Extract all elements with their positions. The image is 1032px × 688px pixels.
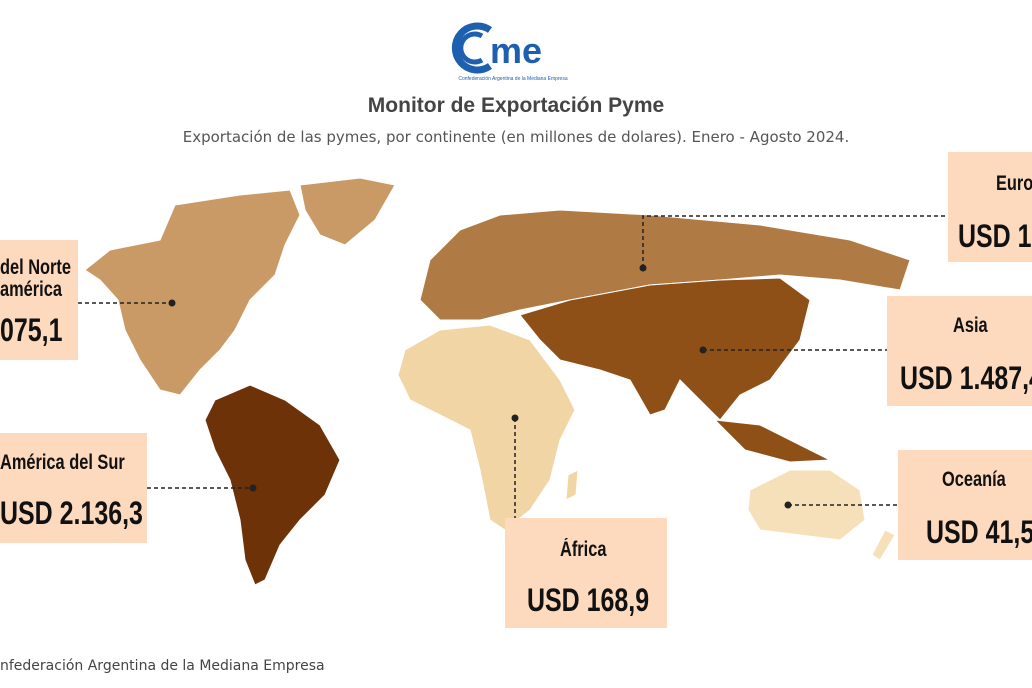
south-america-value: USD 2.136,3 [0,495,143,531]
africa-shape [397,324,576,531]
europe-label: Euro [996,172,1032,195]
north-america-shape [84,189,301,396]
page-title: Monitor de Exportación Pyme [367,94,665,117]
came-logo: me [438,18,588,88]
europe-leader-line [642,215,948,268]
oceania-label: Oceanía [942,468,1006,491]
europe-value: USD 1.4 [958,218,1032,254]
southeast-asia-shape [713,419,832,463]
south-america-label-box: América del Sur USD 2.136,3 [0,433,147,543]
asia-marker [699,346,707,354]
madagascar-shape [565,469,579,501]
new-zealand-shape [871,529,896,561]
europe-marker [639,264,647,272]
logo-subtitle: Confederación Argentina de la Mediana Em… [458,76,568,82]
north-america-label: del Norte [0,256,71,279]
svg-text:me: me [490,30,542,71]
oceania-marker [784,501,792,509]
asia-value: USD 1.487,4 [900,360,1032,396]
south-america-marker [249,484,257,492]
africa-label: África [560,538,607,561]
africa-marker [511,414,519,422]
footer-source: nfederación Argentina de la Mediana Empr… [0,658,325,674]
north-america-value: 075,1 [0,312,63,348]
africa-value: USD 168,9 [527,582,650,618]
asia-shape [519,277,811,421]
europe-label-box: Euro USD 1.4 [948,152,1032,262]
europe-shape [419,209,911,321]
oceania-value: USD 41,5 [926,514,1032,550]
north-america-label-box: del Norte américa 075,1 [0,240,78,360]
south-america-label: América del Sur [0,451,125,474]
asia-label-box: Asia USD 1.487,4 [887,296,1032,406]
page-subtitle: Exportación de las pymes, por continente… [182,128,850,146]
north-america-label-2: américa [0,278,62,301]
greenland-shape [299,177,396,246]
africa-label-box: África USD 168,9 [505,518,667,628]
australia-shape [747,469,866,541]
south-america-shape [204,384,341,586]
north-america-marker [168,299,176,307]
asia-label: Asia [953,314,988,337]
oceania-label-box: Oceanía USD 41,5 [898,450,1032,560]
